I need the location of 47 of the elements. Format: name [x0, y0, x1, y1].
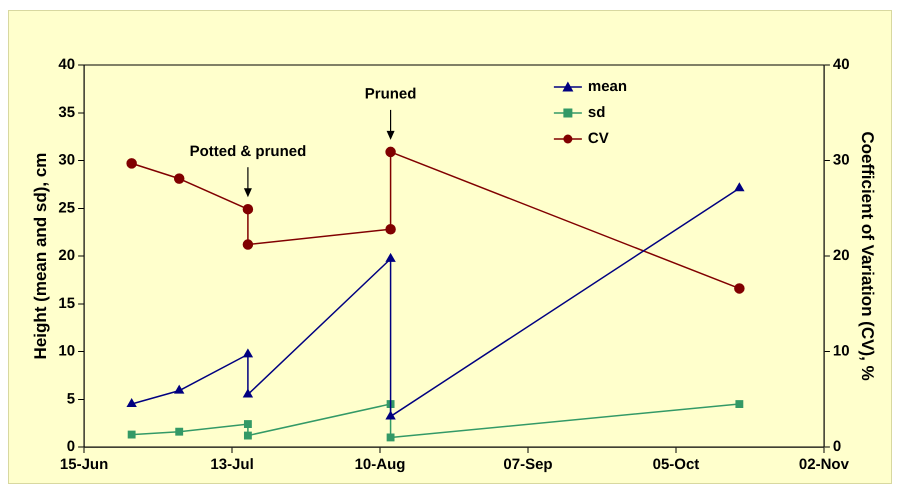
legend-label: CV [588, 130, 609, 148]
point [243, 389, 253, 398]
point [244, 420, 252, 428]
point [242, 239, 254, 250]
y-tick-label: 25 [58, 199, 76, 216]
y-tick-label: 40 [58, 56, 76, 74]
point [386, 254, 396, 262]
y2-tick-label: 10 [832, 342, 850, 360]
point [385, 146, 396, 158]
point [734, 283, 745, 294]
point [734, 182, 744, 192]
y2-axis-title: Coefficient of Variation (CV), % [858, 131, 878, 381]
x-tick-label: 05-Oct [652, 456, 700, 474]
y-tick-label: 10 [58, 342, 76, 360]
x-tick-label: 13-Jul [210, 456, 254, 474]
point [174, 173, 184, 184]
y-tick-label: 20 [58, 247, 76, 264]
y2-tick-label: 40 [832, 56, 850, 74]
point [127, 398, 136, 408]
point [174, 385, 184, 394]
legend-label: sd [588, 104, 606, 122]
y2-tick-label: 20 [832, 247, 850, 264]
point [242, 204, 254, 214]
point [126, 158, 137, 169]
point [175, 428, 184, 436]
y-tick-label: 35 [58, 104, 76, 121]
y2-tick-label: 0 [832, 438, 842, 456]
point [243, 349, 253, 358]
y-tick-label: 30 [58, 152, 76, 169]
y-axis-title: Height (mean and sd), cm [30, 152, 50, 360]
y-tick-label: 0 [66, 438, 76, 456]
x-tick-label: 07-Sep [503, 456, 553, 474]
y-tick-label: 5 [66, 390, 76, 408]
x-tick-label: 02-Nov [798, 456, 850, 474]
y-tick-label: 15 [58, 294, 76, 312]
x-tick-label: 15-Jun [60, 456, 108, 474]
point [128, 430, 136, 439]
point [386, 434, 395, 442]
point [244, 432, 252, 440]
annotation: Potted & pruned [190, 142, 306, 160]
point [386, 411, 396, 420]
x-tick-label: 10-Aug [354, 456, 406, 474]
y2-tick-label: 30 [832, 152, 850, 169]
legend-label: mean [588, 78, 628, 96]
point [735, 400, 744, 408]
annotation: Pruned [364, 86, 416, 103]
point [385, 224, 396, 235]
